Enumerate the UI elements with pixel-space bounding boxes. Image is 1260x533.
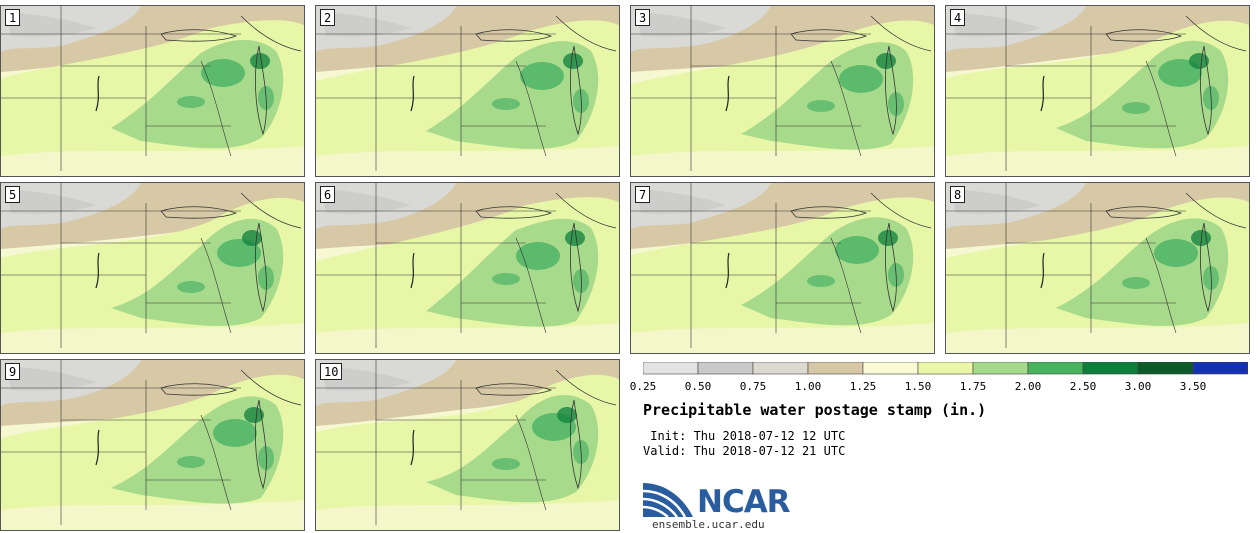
colorbar xyxy=(643,362,1248,375)
colorbar-bin xyxy=(697,362,754,375)
colorbar-tick-label: 0.25 xyxy=(629,380,657,393)
ensemble-member-panel-7: 7 xyxy=(630,182,935,354)
colorbar-bin xyxy=(972,362,1029,375)
ensemble-member-panel-10: 10 xyxy=(315,359,620,531)
colorbar-bin xyxy=(1082,362,1139,375)
colorbar-tick-label: 1.75 xyxy=(959,380,987,393)
colorbar-bin xyxy=(917,362,974,375)
member-label: 10 xyxy=(320,363,343,380)
colorbar-tick-label: 0.50 xyxy=(684,380,712,393)
precipitable-water-map xyxy=(946,183,1249,353)
precipitable-water-map xyxy=(1,183,304,353)
init-time: Init: Thu 2018-07-12 12 UTC xyxy=(643,429,846,443)
site-url: ensemble.ucar.edu xyxy=(652,518,765,531)
colorbar-bin xyxy=(1137,362,1194,375)
colorbar-tick-label: 3.50 xyxy=(1179,380,1207,393)
member-label: 3 xyxy=(635,9,651,26)
ensemble-member-panel-2: 2 xyxy=(315,5,620,177)
colorbar-tick-label: 1.25 xyxy=(849,380,877,393)
ncar-logo-icon xyxy=(642,483,693,518)
member-label: 5 xyxy=(5,186,21,203)
precipitable-water-map xyxy=(631,6,934,176)
colorbar-bin xyxy=(643,362,699,375)
member-label: 9 xyxy=(5,363,21,380)
colorbar-tick-label: 2.00 xyxy=(1014,380,1042,393)
ensemble-member-panel-8: 8 xyxy=(945,182,1250,354)
ensemble-member-panel-1: 1 xyxy=(0,5,305,177)
ensemble-member-panel-6: 6 xyxy=(315,182,620,354)
colorbar-tick-label: 0.75 xyxy=(739,380,767,393)
member-label: 4 xyxy=(950,9,966,26)
colorbar-tick-label: 3.00 xyxy=(1124,380,1152,393)
member-label: 7 xyxy=(635,186,651,203)
colorbar-bin xyxy=(752,362,809,375)
colorbar-bin xyxy=(1192,362,1248,375)
precipitable-water-map xyxy=(1,6,304,176)
ensemble-member-panel-9: 9 xyxy=(0,359,305,531)
colorbar-tick-label: 2.50 xyxy=(1069,380,1097,393)
precipitable-water-map xyxy=(316,6,619,176)
colorbar-bin xyxy=(862,362,919,375)
colorbar-bin xyxy=(1027,362,1084,375)
colorbar-tick-label: 1.50 xyxy=(904,380,932,393)
ensemble-member-panel-5: 5 xyxy=(0,182,305,354)
member-label: 1 xyxy=(5,9,21,26)
colorbar-bin xyxy=(807,362,864,375)
precipitable-water-map xyxy=(1,360,304,530)
precipitable-water-map xyxy=(316,360,619,530)
precipitable-water-map xyxy=(946,6,1249,176)
precipitable-water-map xyxy=(316,183,619,353)
ensemble-member-panel-3: 3 xyxy=(630,5,935,177)
colorbar-tick-label: 1.00 xyxy=(794,380,822,393)
chart-title: Precipitable water postage stamp (in.) xyxy=(643,401,987,419)
member-label: 6 xyxy=(320,186,336,203)
member-label: 8 xyxy=(950,186,966,203)
member-label: 2 xyxy=(320,9,336,26)
ensemble-member-panel-4: 4 xyxy=(945,5,1250,177)
valid-time: Valid: Thu 2018-07-12 21 UTC xyxy=(643,444,846,458)
ncar-logo-text: NCAR xyxy=(697,484,791,520)
precipitable-water-map xyxy=(631,183,934,353)
